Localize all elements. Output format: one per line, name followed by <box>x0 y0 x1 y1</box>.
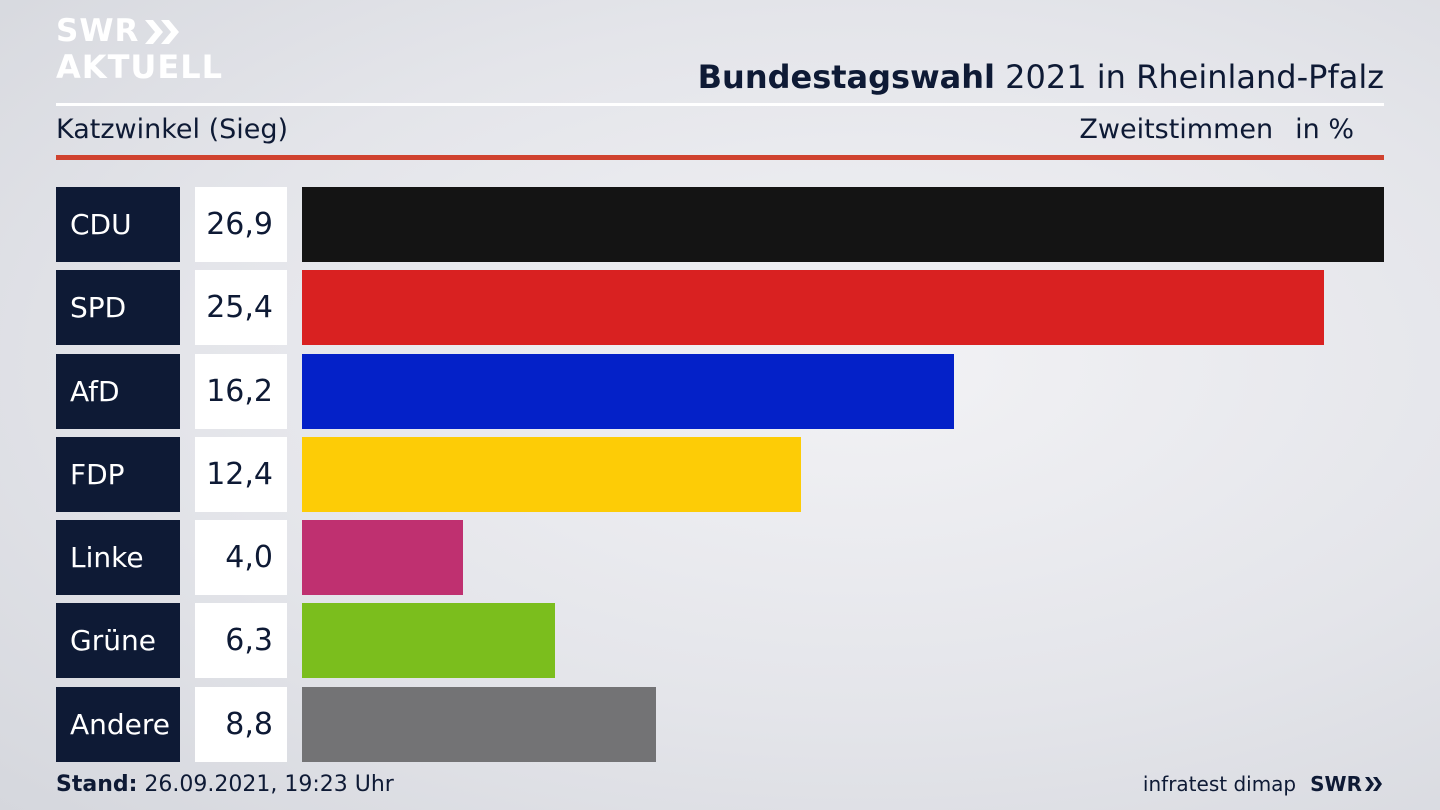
party-label: Andere <box>56 686 180 762</box>
footer-credits: infratest dimap SWR <box>1143 772 1384 796</box>
bar-chart: CDU 26,9 SPD 25,4 AfD 16,2 FDP 12,4 Linke 4,0 Grün… <box>56 187 1384 770</box>
value-label: 8,8 <box>195 686 287 762</box>
party-label: AfD <box>56 353 180 429</box>
party-label: CDU <box>56 187 180 262</box>
footer-brand: SWR <box>1310 772 1362 796</box>
title-rest: 2021 in Rheinland-Pfalz <box>995 58 1384 96</box>
bar <box>302 270 1324 346</box>
logo-line2: AKTUELL <box>56 48 224 86</box>
bar <box>302 436 801 512</box>
timestamp: Stand: 26.09.2021, 19:23 Uhr <box>56 772 394 797</box>
value-label: 6,3 <box>195 603 287 679</box>
measure-label: Zweitstimmen in % <box>1079 114 1354 145</box>
bar-row: SPD 25,4 <box>56 270 1384 346</box>
bar <box>302 603 555 679</box>
bar-row: Linke 4,0 <box>56 520 1384 596</box>
stand-label: Stand: <box>56 772 138 797</box>
swr-aktuell-logo: SWR AKTUELL <box>56 13 224 86</box>
chevrons-icon <box>145 19 180 44</box>
stand-value: 26.09.2021, 19:23 Uhr <box>137 772 394 797</box>
bar <box>302 187 1384 262</box>
bar-row: FDP 12,4 <box>56 436 1384 512</box>
bar-row: Grüne 6,3 <box>56 603 1384 679</box>
value-label: 25,4 <box>195 270 287 346</box>
title-bold: Bundestagswahl <box>697 58 995 96</box>
party-label: Grüne <box>56 603 180 679</box>
party-label: Linke <box>56 520 180 596</box>
chart-title: Bundestagswahl 2021 in Rheinland-Pfalz <box>698 58 1384 96</box>
value-label: 4,0 <box>195 520 287 596</box>
unit-text: in % <box>1295 114 1354 145</box>
bar-row: AfD 16,2 <box>56 353 1384 429</box>
value-label: 16,2 <box>195 353 287 429</box>
party-label: FDP <box>56 436 180 512</box>
footer-swr-logo: SWR <box>1310 772 1384 796</box>
bar-row: CDU 26,9 <box>56 187 1384 262</box>
bar-row: Andere 8,8 <box>56 686 1384 762</box>
source-label: infratest dimap <box>1142 772 1297 796</box>
logo-line1: SWR <box>56 13 140 49</box>
value-label: 12,4 <box>195 436 287 512</box>
party-label: SPD <box>56 270 180 346</box>
bar <box>302 686 656 762</box>
bar <box>302 520 463 596</box>
bar <box>302 353 954 429</box>
accent-divider <box>56 155 1384 160</box>
value-label: 26,9 <box>195 187 287 262</box>
header-divider <box>56 103 1384 106</box>
location-label: Katzwinkel (Sieg) <box>56 114 289 145</box>
measure-text: Zweitstimmen <box>1079 114 1274 145</box>
chevrons-small-icon <box>1365 777 1382 791</box>
